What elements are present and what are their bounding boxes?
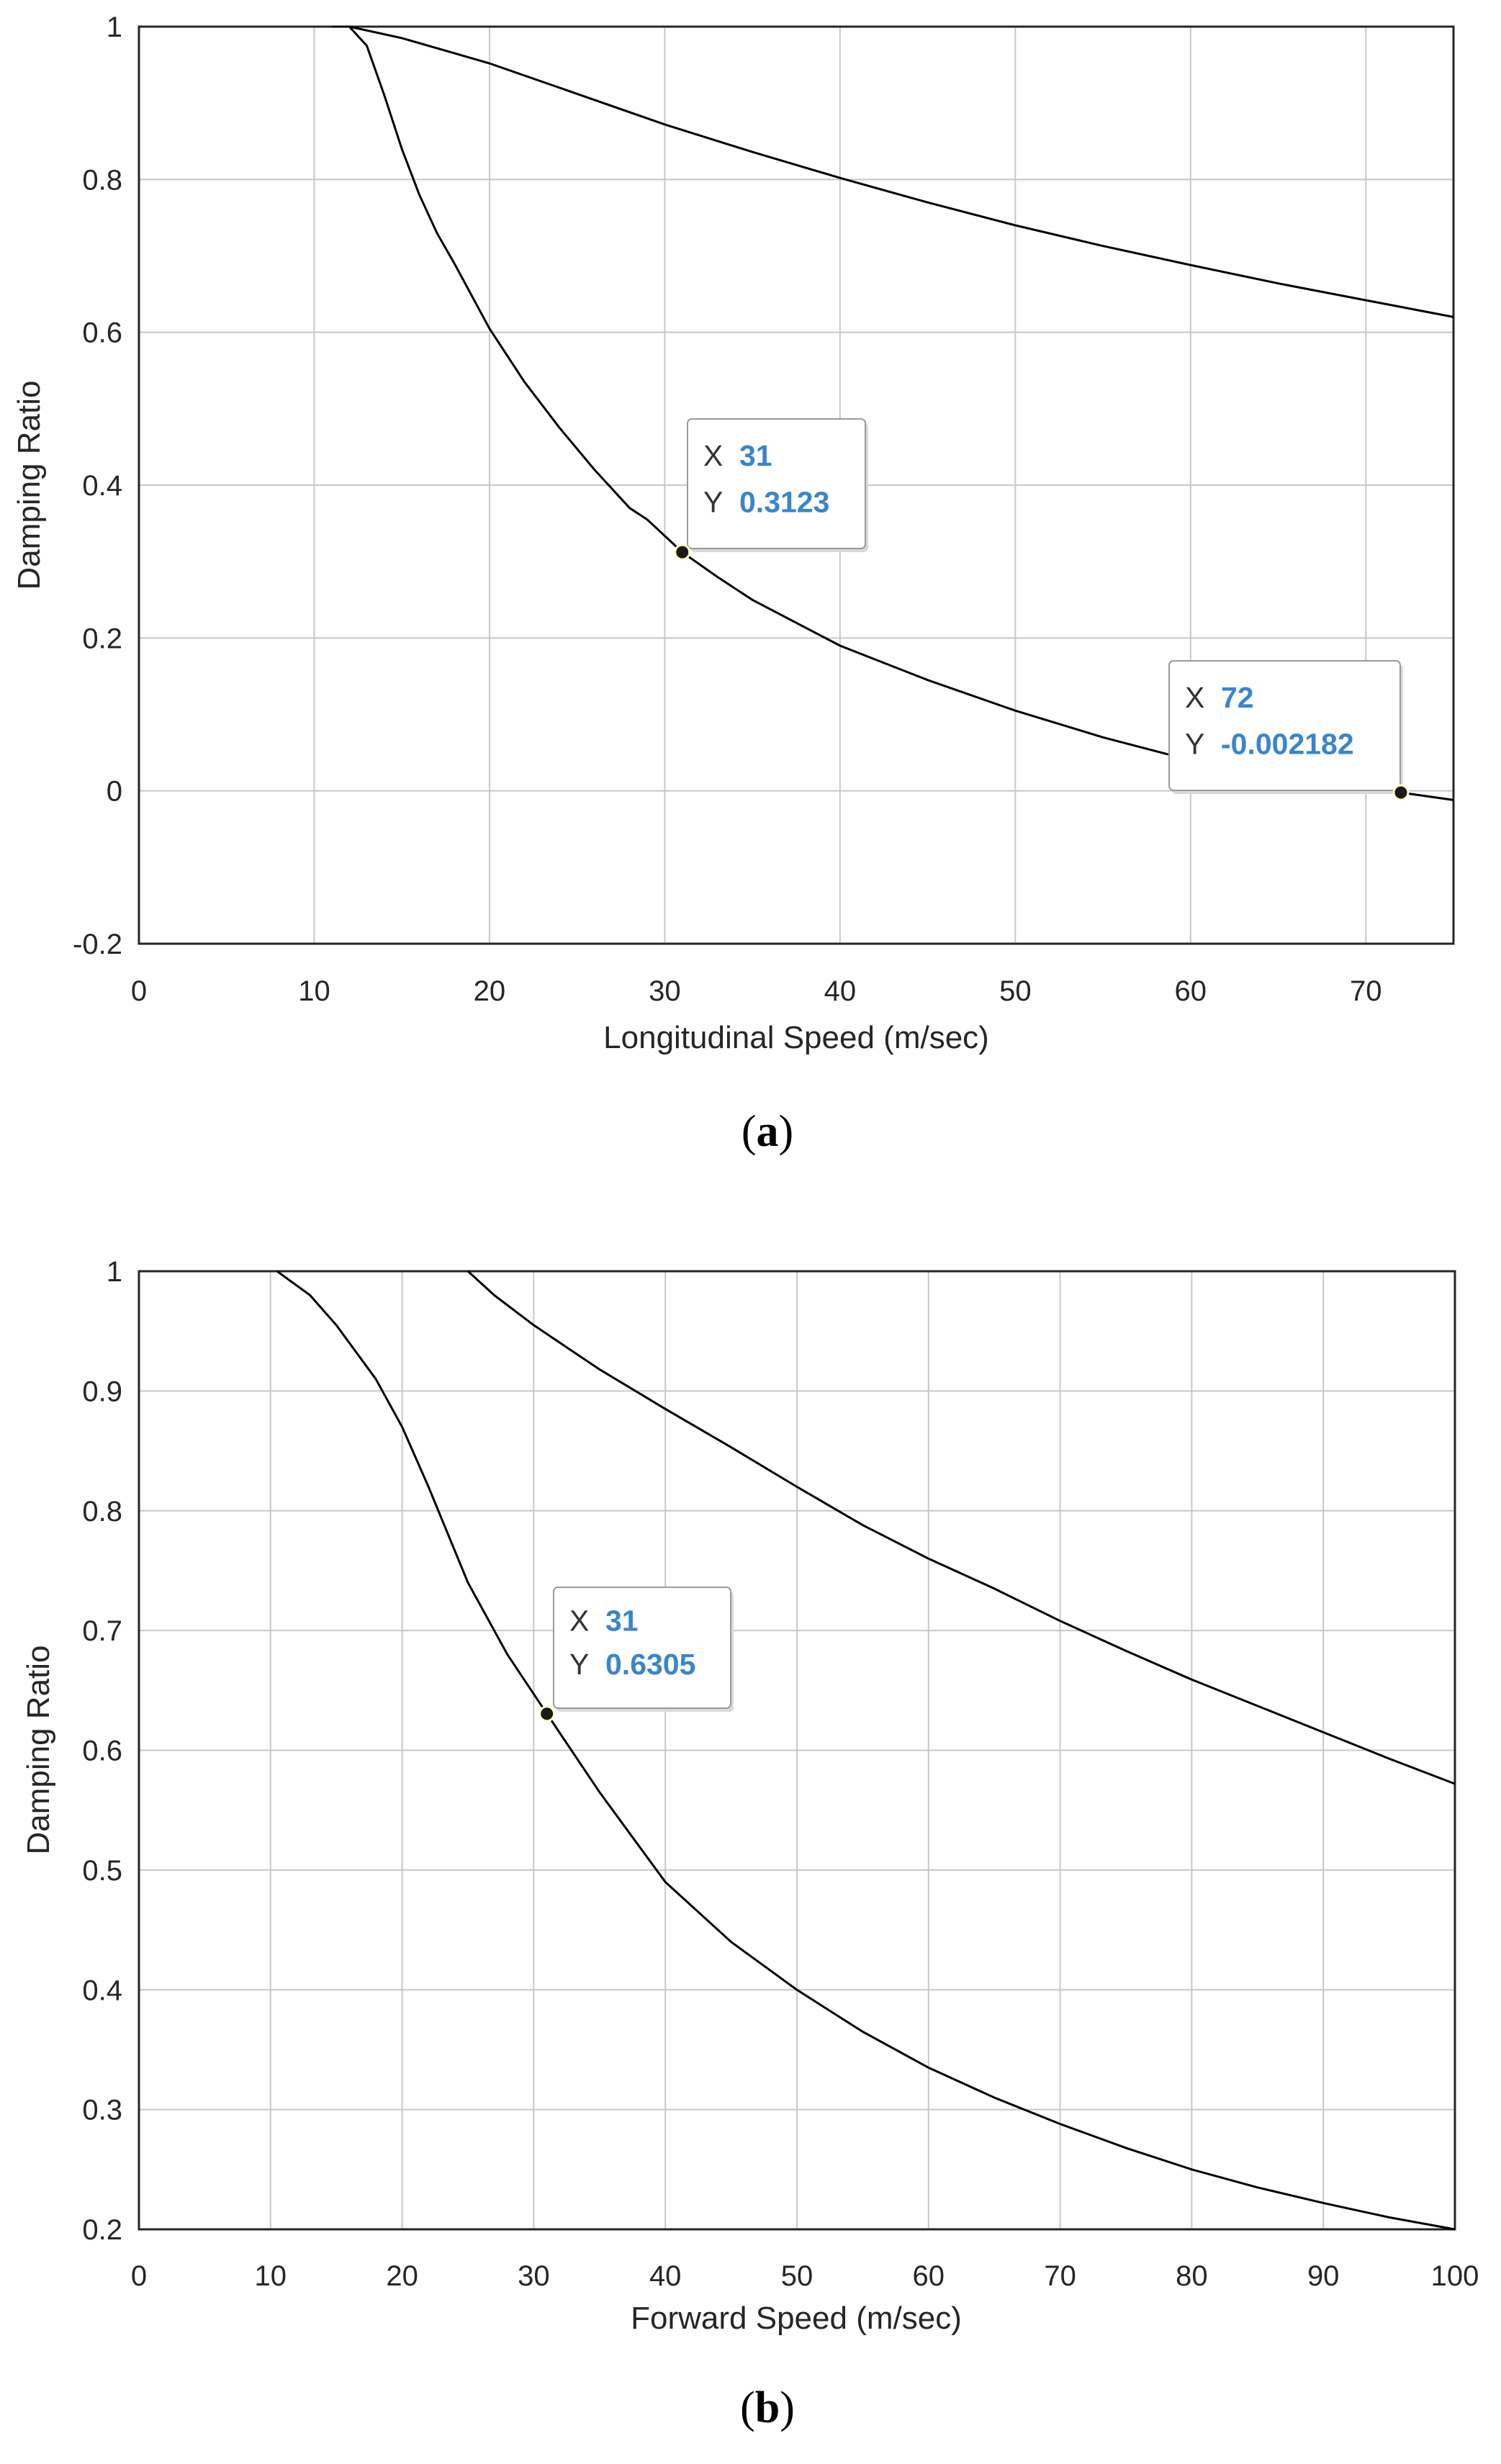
datatip-x-key: X: [1185, 681, 1204, 714]
x-tick-label: 20: [386, 2260, 418, 2292]
x-tick-label: 100: [1431, 2260, 1479, 2292]
plot-frame-b: [138, 1270, 1456, 2231]
datatip-y-value: 0.6305: [605, 1648, 695, 1681]
caption-letter-b: b: [755, 2383, 780, 2432]
x-tick-label: 10: [255, 2260, 287, 2292]
caption-a: (a): [742, 1107, 793, 1156]
series-line-lower-b: [276, 1270, 1456, 2231]
x-tick-label: 70: [1044, 2260, 1076, 2292]
y-tick-label: 0.4: [82, 1975, 122, 2006]
datatip-marker[interactable]: [538, 1705, 556, 1723]
x-tick-label: 20: [474, 975, 506, 1007]
datatip-y-value: -0.002182: [1221, 728, 1354, 761]
chart-panel-a: 0 10 20 30 40 50 60 70 -0.200.20.40.60.81 X 31Y 0…: [12, 12, 1455, 1156]
datatip-marker[interactable]: [1392, 784, 1410, 801]
y-tick-label: 0.6: [82, 1736, 122, 1767]
y-tick-label: 1: [107, 12, 122, 43]
caption-letter-a: a: [757, 1107, 779, 1156]
y-tick-label: 0.9: [82, 1376, 122, 1407]
datatip-y-key: Y: [569, 1648, 589, 1681]
x-tick-label: 30: [649, 975, 681, 1007]
x-tick-label: 30: [518, 2260, 550, 2292]
y-tick-label: -0.2: [73, 929, 122, 960]
datatip-x-key: X: [703, 439, 723, 472]
grid-a: [139, 27, 1453, 944]
datatip-box: [1168, 660, 1401, 791]
y-tick-labels-a: -0.2 0 0.2 0.4 0.6 0.8 1: [73, 12, 122, 960]
chart-panel-b: 0 10 20 30 40 50 60 70 80 90 100 0.20.30.40.50.60.…: [21, 1256, 1479, 2432]
y-tick-label: 0: [107, 776, 122, 808]
datatips-b: X 31 Y 0.6305: [538, 1587, 734, 1723]
x-tick-label: 70: [1350, 975, 1382, 1007]
y-tick-label: 0.4: [82, 470, 122, 502]
datatip-box: [687, 418, 866, 549]
y-tick-label: 0.5: [82, 1855, 122, 1887]
y-tick-labels-b: 0.2 0.3 0.4 0.5 0.6 0.7 0.8 0.9 1: [82, 1256, 122, 2246]
x-tick-label: 80: [1176, 2260, 1208, 2292]
curves-b: [276, 1270, 1456, 2231]
x-tick-label: 0: [131, 975, 147, 1007]
datatip[interactable]: X 72 Y -0.002182: [1168, 660, 1410, 801]
y-tick-label: 0.2: [82, 623, 122, 654]
datatip-y-value: 0.3123: [739, 486, 829, 519]
datatips-a: X 31 Y 0.3123 X 72 Y -0.002182: [674, 418, 1410, 801]
x-tick-label: 40: [649, 2260, 682, 2292]
x-tick-label: 50: [999, 975, 1032, 1007]
y-axis-label-a: Damping Ratio: [12, 380, 47, 590]
datatip-x-value: 31: [605, 1604, 639, 1637]
y-tick-label: 0.3: [82, 2095, 122, 2126]
x-axis-label-a: Longitudinal Speed (m/sec): [603, 1020, 989, 1055]
datatip[interactable]: X 31 Y 0.3123: [674, 418, 868, 561]
x-tick-label: 60: [913, 2260, 945, 2292]
x-axis-label-b: Forward Speed (m/sec): [631, 2301, 962, 2336]
datatip-box: [553, 1587, 731, 1709]
y-tick-label: 0.2: [82, 2214, 122, 2246]
y-tick-label: 0.8: [82, 1496, 122, 1527]
datatip-x-key: X: [569, 1604, 589, 1637]
x-tick-label: 10: [298, 975, 330, 1007]
series-line-upper-b: [466, 1270, 1456, 1785]
series-line-upper-a: [331, 25, 1454, 318]
x-tick-label: 40: [824, 975, 857, 1007]
datatip-marker[interactable]: [674, 543, 691, 561]
y-tick-label: 1: [107, 1256, 122, 1288]
datatip-x-value: 31: [739, 439, 772, 472]
caption-b: (b): [740, 2383, 795, 2432]
datatip-x-value: 72: [1221, 681, 1254, 714]
x-tick-label: 90: [1307, 2260, 1340, 2292]
x-tick-labels-b: 0 10 20 30 40 50 60 70 80 90 100: [131, 2260, 1479, 2292]
y-tick-label: 0.6: [82, 317, 122, 349]
x-tick-label: 50: [781, 2260, 813, 2292]
datatip-y-key: Y: [1185, 728, 1204, 761]
x-tick-labels-a: 0 10 20 30 40 50 60 70: [131, 975, 1382, 1007]
y-axis-label-b: Damping Ratio: [21, 1645, 56, 1854]
datatip-y-key: Y: [703, 486, 723, 519]
y-tick-label: 0.7: [82, 1615, 122, 1647]
grid-b: [139, 1271, 1455, 2229]
x-tick-label: 0: [131, 2260, 147, 2292]
y-tick-label: 0.8: [82, 164, 122, 196]
datatip[interactable]: X 31 Y 0.6305: [538, 1587, 734, 1723]
plot-frame-a: [138, 25, 1455, 945]
x-tick-label: 60: [1175, 975, 1207, 1007]
